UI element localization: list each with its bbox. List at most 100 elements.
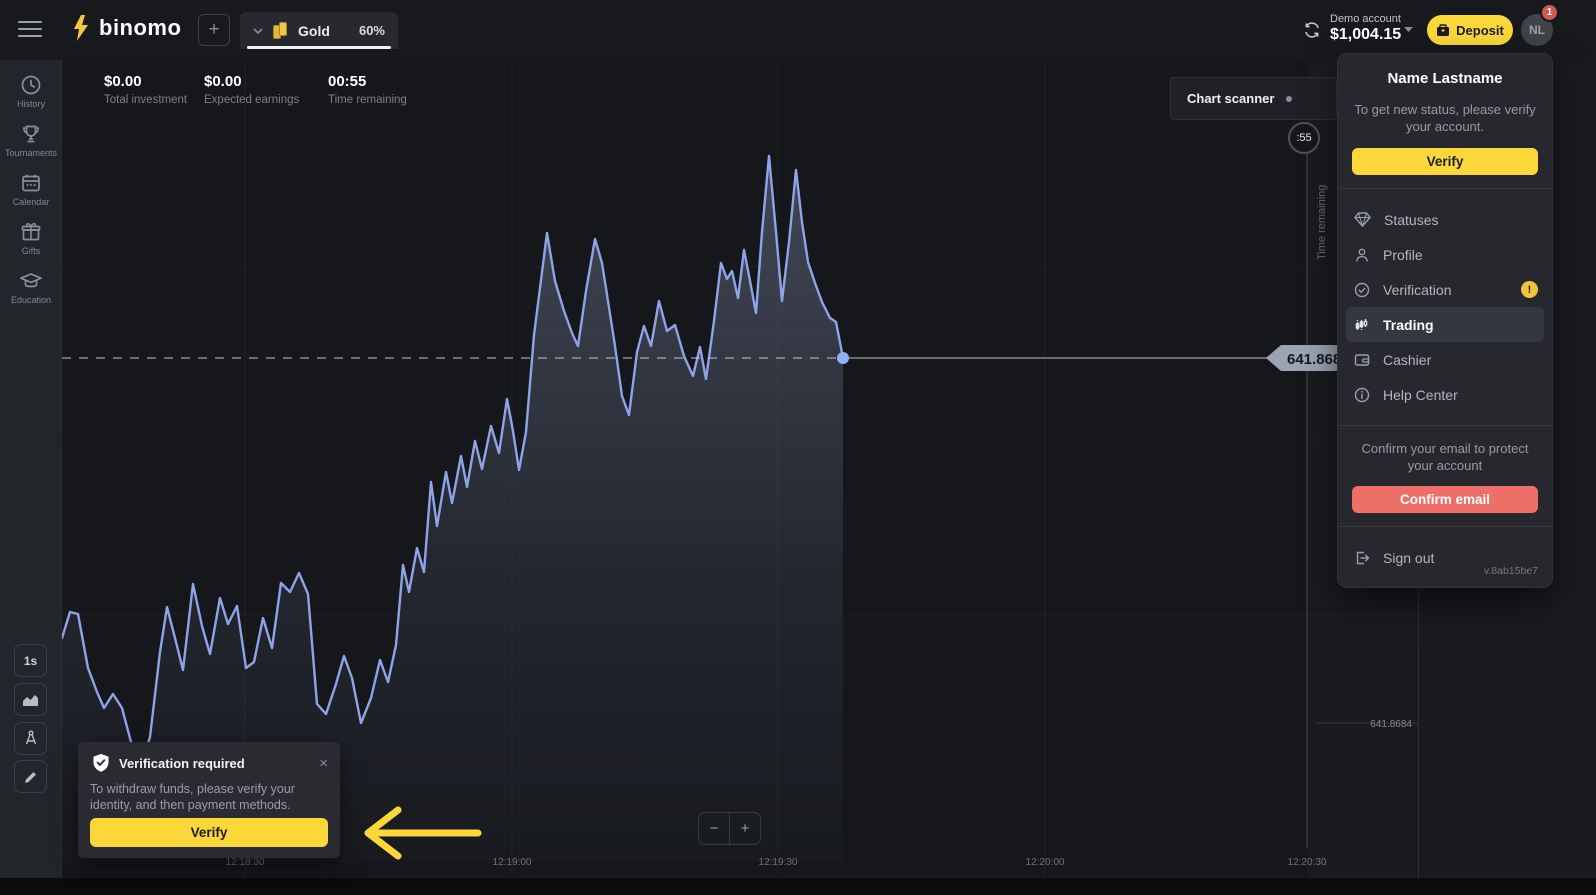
menu-icon[interactable] bbox=[18, 21, 42, 39]
add-asset-tab-button[interactable]: + bbox=[198, 14, 230, 46]
chart-scanner-button[interactable]: Chart scanner bbox=[1170, 77, 1337, 120]
sidebar-item-label: Gifts bbox=[21, 246, 41, 256]
verification-popup: Verification required × To withdraw fund… bbox=[78, 742, 340, 858]
sign-out-icon bbox=[1356, 551, 1370, 564]
popup-verify-button[interactable]: Verify bbox=[90, 818, 328, 847]
check-circle-icon bbox=[1354, 282, 1370, 297]
bolt-icon bbox=[74, 15, 88, 41]
drawing-button[interactable] bbox=[14, 760, 47, 793]
compass-icon bbox=[25, 730, 36, 745]
menu-item-label: Cashier bbox=[1383, 351, 1432, 368]
deposit-button[interactable]: Deposit bbox=[1427, 15, 1513, 45]
expected-earnings-value: $0.00 bbox=[204, 73, 242, 90]
menu-item-help-center[interactable]: Help Center bbox=[1338, 377, 1552, 412]
price-line bbox=[60, 154, 845, 762]
bottom-scroll-strip[interactable] bbox=[0, 878, 1596, 895]
diamond-icon bbox=[1354, 212, 1371, 227]
time-remaining-value: 00:55 bbox=[328, 73, 367, 90]
zoom-controls: − + bbox=[698, 812, 761, 845]
chevron-down-icon[interactable] bbox=[253, 27, 263, 34]
interval-button[interactable]: 1s bbox=[14, 644, 47, 677]
confirm-email-button[interactable]: Confirm email bbox=[1352, 486, 1538, 513]
sidebar-item-label: History bbox=[16, 99, 45, 109]
left-sidebar: History Tournaments Calendar bbox=[0, 60, 62, 878]
status-note: To get new status, please verify your ac… bbox=[1354, 102, 1536, 134]
total-investment-label: Total investment bbox=[104, 94, 188, 106]
active-tab-underline bbox=[247, 46, 391, 49]
account-caret-icon[interactable] bbox=[1403, 26, 1414, 33]
account-menu-panel: Name Lastname To get new status, please … bbox=[1337, 53, 1553, 588]
menu-item-label: Profile bbox=[1383, 246, 1423, 263]
graduation-cap-icon bbox=[20, 273, 42, 288]
account-switcher[interactable]: Demo account $1,004.15 bbox=[1330, 13, 1401, 44]
stat-expected-earnings: $0.00 Expected earnings bbox=[204, 73, 299, 106]
price-tag-value: 641.868 bbox=[1287, 351, 1341, 368]
menu-item-label: Statuses bbox=[1384, 211, 1439, 228]
gold-asset-icon bbox=[273, 21, 289, 40]
sidebar-item-education[interactable]: Education bbox=[0, 270, 62, 305]
chart-type-button[interactable] bbox=[14, 683, 47, 716]
account-balance: $1,004.15 bbox=[1330, 26, 1402, 43]
time-axis-label: 12:20:30 bbox=[1287, 857, 1327, 868]
zoom-in-button[interactable]: + bbox=[740, 820, 750, 837]
info-circle-icon bbox=[1354, 387, 1370, 402]
menu-item-verification[interactable]: Verification ! bbox=[1338, 272, 1552, 307]
time-axis-label: 12:20:00 bbox=[1025, 857, 1065, 868]
sidebar-item-gifts[interactable]: Gifts bbox=[0, 221, 62, 256]
trophy-icon bbox=[23, 125, 39, 143]
divider bbox=[1338, 188, 1552, 189]
divider bbox=[1338, 526, 1552, 527]
sidebar-item-history[interactable]: History bbox=[0, 74, 62, 109]
calendar-icon bbox=[22, 174, 40, 192]
price-area-fill bbox=[62, 156, 843, 862]
asset-tab-gold[interactable]: Gold 60% bbox=[240, 12, 398, 49]
stat-time-remaining: 00:55 Time remaining bbox=[328, 73, 407, 106]
account-name: Name Lastname bbox=[1387, 70, 1503, 87]
top-bar: binomo + Gold 60% Demo account $1,004.15 bbox=[0, 0, 1596, 60]
menu-item-cashier[interactable]: Cashier bbox=[1338, 342, 1552, 377]
scanner-status-dot bbox=[1286, 95, 1293, 102]
sidebar-item-label: Education bbox=[10, 295, 52, 305]
email-note: Confirm your email to protect your accou… bbox=[1361, 441, 1529, 473]
asset-payout: 60% bbox=[358, 23, 385, 38]
sign-out-button[interactable]: Sign out bbox=[1338, 540, 1552, 575]
time-remaining-axis: Time remaining bbox=[1300, 160, 1332, 270]
time-axis-label: 12:19:30 bbox=[758, 857, 798, 868]
close-icon[interactable]: × bbox=[319, 754, 328, 772]
stat-total-investment: $0.00 Total investment bbox=[104, 73, 187, 106]
zoom-out-button[interactable]: − bbox=[699, 813, 730, 844]
menu-item-label: Verification bbox=[1383, 281, 1452, 298]
popup-title: Verification required bbox=[119, 755, 245, 771]
sidebar-item-calendar[interactable]: Calendar bbox=[0, 172, 62, 207]
time-remaining-axis-label: Time remaining bbox=[1316, 184, 1328, 260]
verification-warning-badge: ! bbox=[1521, 281, 1538, 298]
verify-button[interactable]: Verify bbox=[1352, 148, 1538, 175]
axis-price-label: 641.8684 bbox=[1370, 719, 1412, 730]
brand-name: binomo bbox=[99, 15, 182, 40]
menu-item-statuses[interactable]: Statuses bbox=[1338, 202, 1552, 237]
sidebar-item-tournaments[interactable]: Tournaments bbox=[0, 123, 62, 158]
area-chart-icon bbox=[23, 695, 38, 706]
cashier-wallet-icon bbox=[1354, 354, 1370, 366]
account-type: Demo account bbox=[1330, 13, 1401, 25]
gift-icon bbox=[21, 223, 41, 241]
profile-icon bbox=[1356, 248, 1368, 262]
menu-item-label: Help Center bbox=[1383, 386, 1458, 403]
divider bbox=[1338, 425, 1552, 426]
menu-item-trading[interactable]: Trading bbox=[1346, 307, 1544, 342]
binomo-logo[interactable]: binomo bbox=[72, 14, 181, 42]
refresh-balance-icon[interactable] bbox=[1302, 20, 1322, 40]
annotation-arrow-left-icon bbox=[364, 806, 482, 860]
menu-item-label: Trading bbox=[1383, 316, 1434, 333]
menu-item-profile[interactable]: Profile bbox=[1338, 237, 1552, 272]
wallet-icon bbox=[1437, 23, 1450, 36]
time-remaining-label: Time remaining bbox=[328, 94, 407, 106]
candlestick-icon bbox=[1355, 318, 1368, 330]
asset-name: Gold bbox=[298, 22, 330, 39]
sign-out-label: Sign out bbox=[1383, 549, 1435, 566]
current-price-dot bbox=[837, 352, 849, 364]
indicators-button[interactable] bbox=[14, 722, 47, 755]
deposit-label: Deposit bbox=[1456, 22, 1504, 38]
time-axis-label: 12:18:30 bbox=[225, 857, 265, 868]
